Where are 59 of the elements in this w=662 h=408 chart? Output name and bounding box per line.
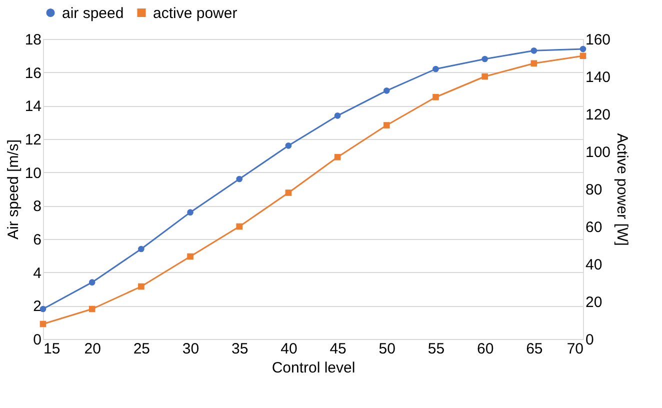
point [383,122,390,128]
y2-tick-label: 160 [586,32,611,48]
y2-tick-label: 80 [586,182,602,198]
point [236,176,243,182]
point [187,253,194,260]
point [482,56,488,62]
point [334,154,341,160]
point [285,190,292,196]
x-tick-label: 45 [330,340,346,358]
y2-axis-title: Active power [W] [614,133,631,246]
point [432,94,439,100]
legend-label: active power [153,4,238,22]
y2-tick-label: 0 [586,332,594,348]
y-tick-label: 0 [33,332,42,348]
point [236,223,243,230]
y-tick-label: 4 [33,264,42,282]
x-axis-title: Control level [272,360,356,376]
x-tick-label: 35 [232,340,248,358]
y-tick-label: 14 [24,98,42,116]
x-tick-label: 15 [44,340,60,358]
x-tick-label: 70 [566,340,584,358]
y-tick-label: 12 [24,132,42,148]
x-tick-label: 65 [526,340,543,358]
y-axis-title: Air speed [m/s] [4,139,22,240]
y-tick-label: 10 [24,164,42,182]
y-tick-label: 18 [24,32,42,48]
x-tick-label: 30 [182,340,200,358]
point [530,48,538,54]
point [138,246,144,252]
point [40,320,46,328]
y2-tick-label: 20 [586,294,602,311]
point [138,283,144,290]
y2-tick-label: 140 [586,69,611,86]
x-tick-label: 25 [133,340,150,358]
point [580,52,586,60]
point [530,60,538,67]
point [432,66,439,72]
point [580,46,586,52]
y-tick-label: 16 [24,64,42,82]
x-tick-label: 20 [84,340,101,358]
point [187,209,194,216]
point [334,112,341,119]
legend-label: air speed [62,4,124,22]
x-tick-label: 50 [378,340,396,358]
y-tick-label: 8 [33,198,42,216]
y2-tick-label: 60 [586,219,602,236]
y2-tick-label: 120 [586,106,611,124]
x-tick-label: 40 [280,340,298,358]
point [383,88,390,94]
point [285,142,292,149]
y-tick-label: 2 [33,298,42,316]
y2-tick-label: 40 [586,256,602,274]
point [88,279,96,286]
x-tick-label: 55 [428,340,445,358]
point [482,73,488,80]
y-tick-label: 6 [33,232,42,248]
x-tick-label: 60 [476,340,494,358]
point [88,306,96,312]
y2-tick-label: 100 [586,144,611,161]
